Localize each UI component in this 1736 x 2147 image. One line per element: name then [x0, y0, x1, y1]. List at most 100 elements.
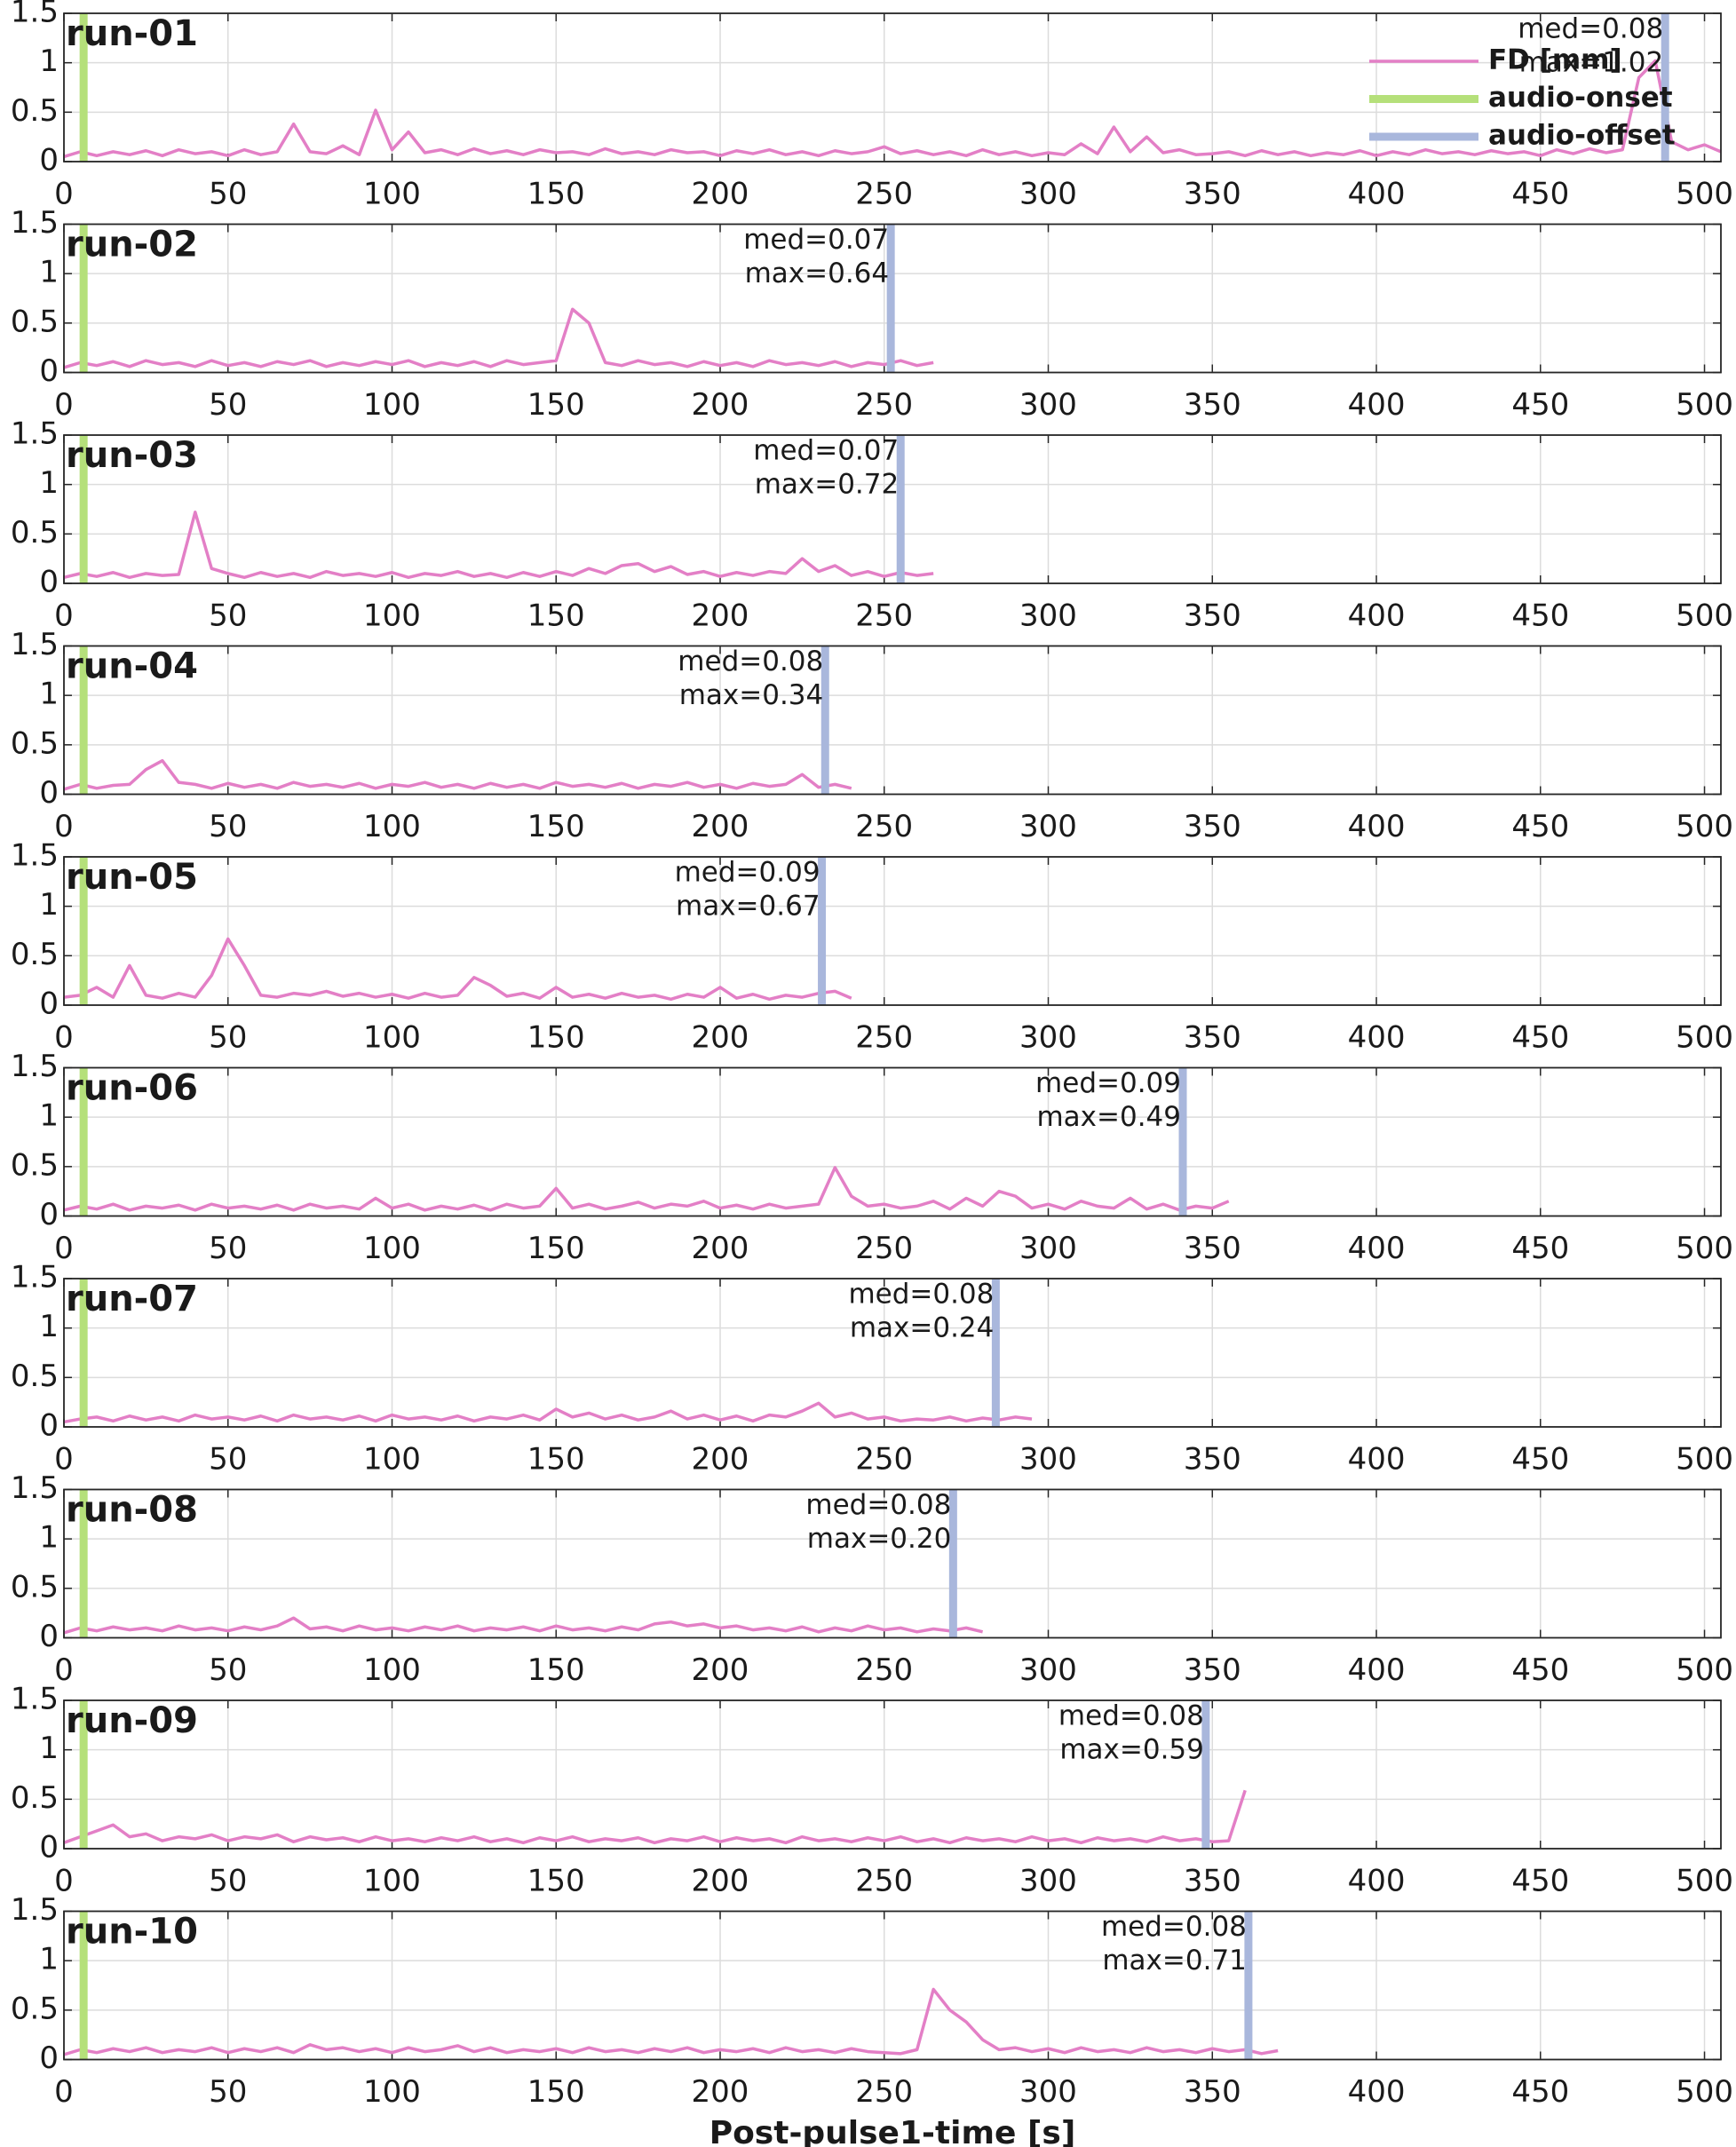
axes-frame	[63, 1699, 1722, 1850]
y-tick-label: 1	[39, 44, 59, 79]
x-tick-label: 100	[363, 387, 421, 423]
x-tick-label: 50	[209, 177, 247, 212]
x-tick-label: 300	[1019, 809, 1077, 844]
y-tick-label: 0	[39, 353, 59, 389]
y-tick-label: 1.5	[11, 838, 59, 874]
fd-line	[63, 1987, 1279, 2056]
x-tick-label: 300	[1019, 1864, 1077, 1899]
x-tick-label: 50	[209, 598, 247, 634]
x-tick-label: 450	[1511, 1864, 1569, 1899]
x-tick-label: 500	[1676, 1020, 1733, 1056]
axes-frame	[63, 12, 1722, 162]
y-tick-label: 0	[39, 1408, 59, 1444]
y-tick-label: 0.5	[11, 725, 59, 761]
x-tick-label: 250	[855, 177, 913, 212]
y-tick-label: 1.5	[11, 1260, 59, 1295]
x-tick-label: 250	[855, 2074, 913, 2110]
x-tick-label: 450	[1511, 1020, 1569, 1056]
y-tick-label: 0	[39, 1830, 59, 1866]
panel-title: run-09	[66, 1700, 198, 1741]
x-tick-label: 350	[1184, 1442, 1241, 1478]
y-tick-label: 1	[39, 1098, 59, 1134]
annotation: max=0.67	[676, 891, 820, 923]
x-tick-label: 0	[54, 598, 74, 634]
fd-line	[63, 758, 852, 791]
axes-frame	[63, 434, 1722, 584]
axes-frame	[63, 856, 1722, 1006]
axes-frame	[63, 1066, 1722, 1217]
x-tick-label: 400	[1348, 1864, 1406, 1899]
annotation: max=0.49	[1036, 1101, 1181, 1133]
legend-label: audio-offset	[1488, 120, 1676, 152]
y-tick-label: 0.5	[11, 93, 59, 129]
annotation: med=0.08	[1058, 1700, 1204, 1732]
x-tick-label: 100	[363, 177, 421, 212]
x-tick-label: 200	[692, 387, 749, 423]
x-tick-label: 500	[1676, 1442, 1733, 1478]
annotation: med=0.08	[848, 1279, 994, 1311]
x-tick-label: 500	[1676, 2074, 1733, 2110]
y-tick-label: 0	[39, 1619, 59, 1654]
panel-title: run-06	[66, 1068, 198, 1109]
x-tick-label: 100	[363, 1442, 421, 1478]
y-tick-label: 0.5	[11, 937, 59, 972]
y-tick-label: 0	[39, 143, 59, 178]
annotation: max=0.24	[850, 1312, 995, 1344]
x-tick-label: 500	[1676, 177, 1733, 212]
y-tick-label: 1.5	[11, 1682, 59, 1717]
y-tick-label: 1.5	[11, 0, 59, 30]
x-tick-label: 500	[1676, 1864, 1733, 1899]
y-tick-label: 1.5	[11, 416, 59, 452]
y-tick-label: 0	[39, 565, 59, 600]
x-tick-label: 250	[855, 1020, 913, 1056]
x-tick-label: 150	[527, 809, 585, 844]
fd-line	[63, 1166, 1230, 1212]
y-tick-label: 0.5	[11, 1359, 59, 1394]
x-tick-label: 250	[855, 1652, 913, 1688]
y-tick-label: 0	[39, 775, 59, 811]
x-tick-label: 200	[692, 598, 749, 634]
x-tick-label: 50	[209, 1652, 247, 1688]
x-tick-label: 450	[1511, 1231, 1569, 1266]
x-tick-label: 350	[1184, 598, 1241, 634]
panel-title: run-04	[66, 646, 198, 687]
x-tick-label: 350	[1184, 1652, 1241, 1688]
y-tick-label: 0.5	[11, 515, 59, 551]
x-tick-label: 400	[1348, 2074, 1406, 2110]
fd-line	[63, 307, 934, 369]
y-tick-label: 1.5	[11, 1049, 59, 1084]
axes-frame	[63, 1488, 1722, 1639]
y-tick-label: 0.5	[11, 1991, 59, 2026]
x-tick-label: 200	[692, 2074, 749, 2110]
y-tick-label: 1.5	[11, 627, 59, 662]
legend-label: audio-onset	[1488, 82, 1673, 114]
x-tick-label: 400	[1348, 387, 1406, 423]
x-tick-label: 50	[209, 1231, 247, 1266]
x-tick-label: 450	[1511, 598, 1569, 634]
annotation: max=0.72	[755, 469, 900, 501]
x-tick-label: 400	[1348, 809, 1406, 844]
x-tick-label: 150	[527, 598, 585, 634]
x-tick-label: 400	[1348, 177, 1406, 212]
fd-line	[63, 1401, 1033, 1424]
x-tick-label: 150	[527, 1652, 585, 1688]
x-tick-label: 150	[527, 1442, 585, 1478]
panel-title: run-10	[66, 1912, 198, 1953]
annotation: max=0.64	[745, 257, 890, 289]
x-tick-label: 250	[855, 387, 913, 423]
x-tick-label: 500	[1676, 1652, 1733, 1688]
fd-line	[63, 511, 934, 580]
x-tick-label: 200	[692, 809, 749, 844]
x-tick-label: 100	[363, 1231, 421, 1266]
x-tick-label: 250	[855, 809, 913, 844]
x-tick-label: 250	[855, 1864, 913, 1899]
panel-title: run-05	[66, 857, 198, 898]
y-tick-label: 1.5	[11, 205, 59, 241]
x-tick-label: 200	[692, 1020, 749, 1056]
x-tick-label: 350	[1184, 387, 1241, 423]
x-tick-label: 200	[692, 1652, 749, 1688]
annotation: max=0.34	[679, 679, 824, 711]
x-tick-label: 100	[363, 809, 421, 844]
fd-line	[63, 59, 1722, 159]
